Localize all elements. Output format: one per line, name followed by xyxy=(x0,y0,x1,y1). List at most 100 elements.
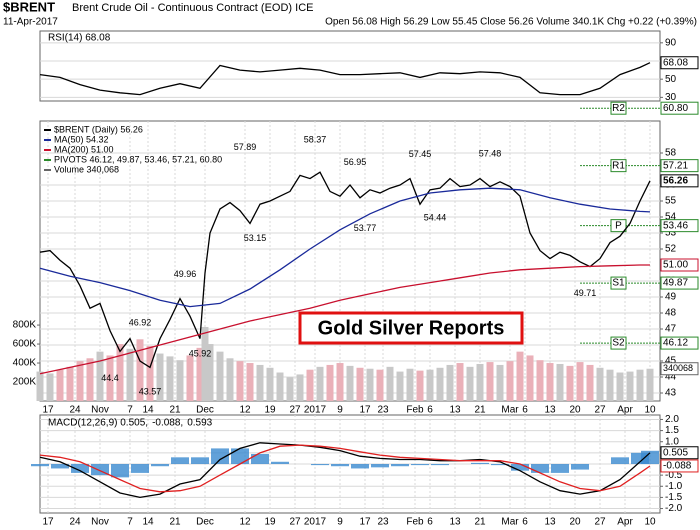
x-tick-label: 12 xyxy=(239,405,251,416)
volume-bar xyxy=(246,363,254,401)
volume-bar xyxy=(156,353,164,401)
histogram-bar xyxy=(531,464,549,473)
x-tick-label: 21 xyxy=(169,517,181,528)
x-tick-label: Dec xyxy=(196,405,214,416)
volume-bar xyxy=(36,371,44,401)
volume-tick-label: 800K xyxy=(13,320,37,331)
x-tick-label: 17 xyxy=(359,517,371,528)
value-tag-label: -0.088 xyxy=(663,461,692,472)
y-tick-label: 58 xyxy=(665,148,677,159)
instrument-name: Brent Crude Oil - Continuous Contract (E… xyxy=(72,2,313,14)
annotation: 44.4 xyxy=(101,373,119,383)
volume-bar xyxy=(346,365,354,401)
value-tag-label: 53.46 xyxy=(663,220,688,231)
histogram-bar xyxy=(51,464,69,469)
volume-bar xyxy=(446,364,454,401)
volume-bar xyxy=(76,361,84,401)
volume-bar xyxy=(216,351,224,401)
volume-bar xyxy=(286,377,294,401)
x-tick-label: 2017 xyxy=(304,517,327,528)
y-tick-label: -2.0 xyxy=(665,503,683,514)
annotation: 57.45 xyxy=(409,149,432,159)
y-tick-label: 2.0 xyxy=(665,414,679,425)
y-tick-label: 48 xyxy=(665,308,677,319)
y-tick-label: 54 xyxy=(665,212,677,223)
value-tag xyxy=(660,336,699,350)
volume-bar xyxy=(406,368,414,401)
volume-bar xyxy=(416,370,424,401)
annotation: 56.95 xyxy=(344,157,367,167)
y-tick-label: -1.5 xyxy=(665,492,683,503)
x-tick-label: 10 xyxy=(644,517,656,528)
volume-bar xyxy=(586,364,594,401)
legend-label: $BRENT (Daily) 56.26 xyxy=(54,124,143,134)
x-tick-label: 6 xyxy=(427,517,433,528)
volume-bar xyxy=(316,366,324,401)
y-tick-label: 53 xyxy=(665,228,677,239)
pivot-name: R1 xyxy=(612,160,625,171)
pivot-box xyxy=(610,336,627,350)
annotation: 57.48 xyxy=(479,149,502,159)
y-tick-label: 44 xyxy=(665,372,677,383)
histogram-bar xyxy=(571,464,589,470)
quote: Open 56.08 High 56.29 Low 55.45 Close 56… xyxy=(325,17,697,28)
value-tag xyxy=(660,174,699,188)
x-tick-label: 7 xyxy=(127,405,133,416)
annotation: 49.71 xyxy=(574,288,597,298)
annotation: 53.15 xyxy=(244,233,267,243)
y-tick-label: 47 xyxy=(665,324,677,335)
histogram-bar xyxy=(351,464,369,469)
volume-bar xyxy=(326,364,334,401)
volume-tick-label: 400K xyxy=(13,358,37,369)
volume-bar xyxy=(526,355,534,401)
histogram-bar xyxy=(71,464,89,473)
x-tick-label: 27 xyxy=(289,517,301,528)
volume-bar xyxy=(56,369,64,401)
histogram-bar xyxy=(471,462,489,464)
value-tag-label: 51.00 xyxy=(663,260,688,271)
volume-bar xyxy=(396,371,404,401)
x-tick-label: Mar xyxy=(501,405,519,416)
histogram-bar xyxy=(151,464,169,467)
pivot-box xyxy=(610,159,627,173)
pivot-name: P xyxy=(615,220,622,231)
value-tag xyxy=(660,56,699,70)
volume-bar xyxy=(306,369,314,401)
y-tick-label: -1.0 xyxy=(665,481,683,492)
x-tick-label: Feb xyxy=(406,517,424,528)
x-tick-label: 10 xyxy=(644,405,656,416)
histogram-bar xyxy=(631,452,649,464)
volume-bar xyxy=(556,363,564,401)
y-tick-label: 52 xyxy=(665,244,677,255)
histogram-bar xyxy=(31,464,49,467)
volume-bar xyxy=(201,326,209,401)
x-tick-label: 23 xyxy=(377,517,389,528)
volume-bar xyxy=(426,369,434,401)
pivot-name: S2 xyxy=(612,338,625,349)
value-tag-label: 57.21 xyxy=(663,160,688,171)
histogram-bar xyxy=(271,461,289,464)
legend-label: 0.593 xyxy=(187,418,212,429)
y-tick-label: 50 xyxy=(665,74,677,85)
volume-bar xyxy=(516,351,524,401)
x-tick-label: 21 xyxy=(169,405,181,416)
volume-bar xyxy=(146,345,154,401)
x-tick-label: 9 xyxy=(337,405,343,416)
volume-bar xyxy=(506,361,514,401)
volume-bar xyxy=(376,369,384,401)
annotation: 46.92 xyxy=(129,318,152,328)
x-tick-label: Feb xyxy=(406,405,424,416)
volume-bar xyxy=(486,362,494,401)
y-tick-label: 30 xyxy=(665,92,677,103)
histogram-bar xyxy=(371,464,389,468)
volume-bar xyxy=(606,369,614,401)
annotation: 43.57 xyxy=(139,386,162,396)
watermark: Gold Silver Reports xyxy=(318,317,505,339)
pivot-box xyxy=(610,101,627,115)
annotation: 57.89 xyxy=(234,142,257,152)
y-tick-label: 43 xyxy=(665,388,677,399)
date: 11-Apr-2017 xyxy=(3,17,58,28)
series-line xyxy=(39,187,651,308)
value-tag-label: 60.80 xyxy=(663,103,688,114)
x-tick-label: 17 xyxy=(359,405,371,416)
